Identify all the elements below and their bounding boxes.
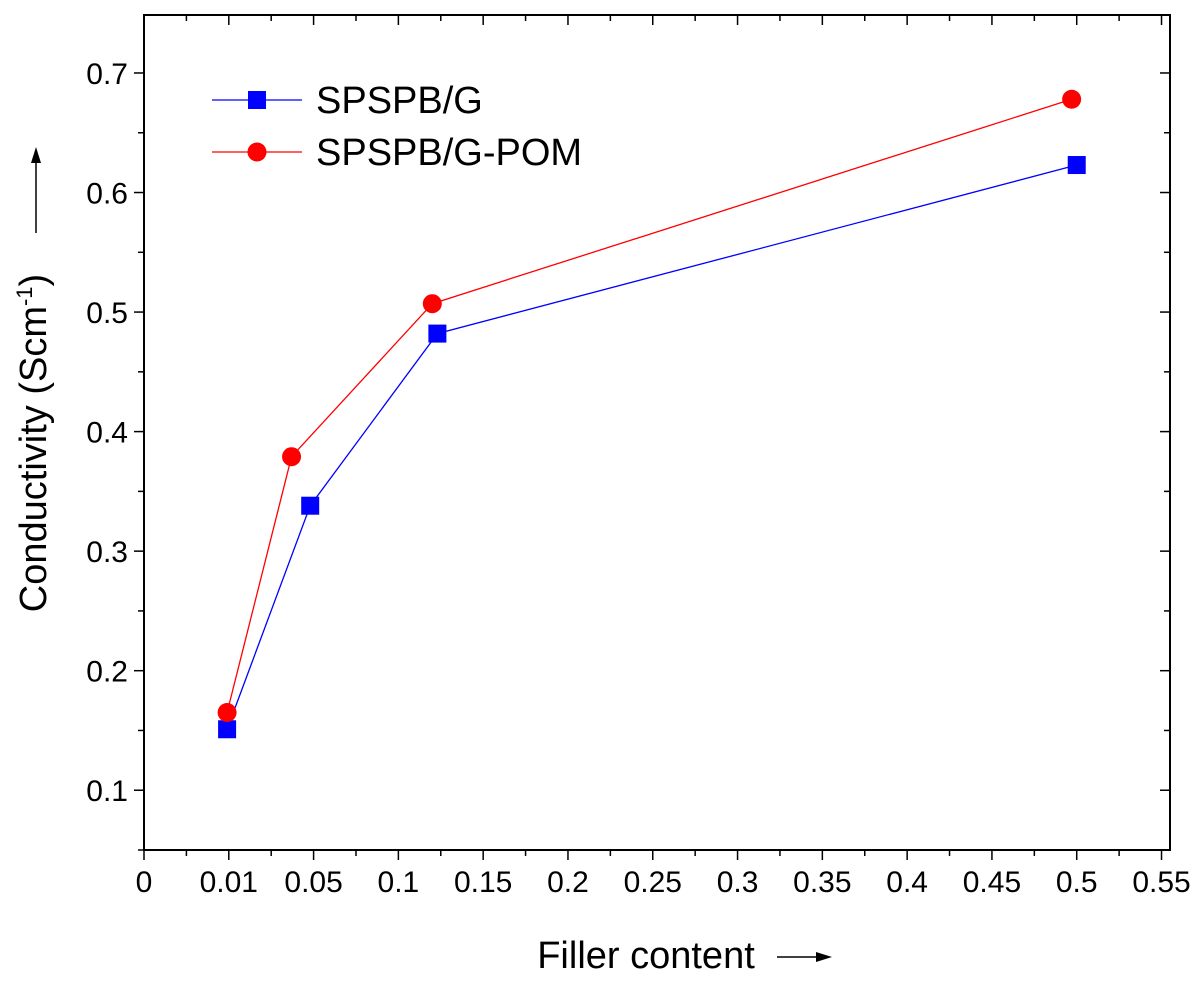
x-axis-arrow: [777, 952, 832, 962]
series-2: [217, 89, 1082, 723]
x-tick-label: 0: [136, 866, 153, 899]
y-axis-title: Conductivity (Scm-1): [12, 274, 55, 612]
data-point: [428, 324, 447, 343]
data-point: [282, 447, 302, 467]
x-tick-label: 0.05: [284, 866, 342, 899]
data-point: [422, 294, 442, 314]
data-point: [217, 703, 237, 723]
plot-frame: [143, 14, 1171, 851]
y-tick-label: 0.7: [86, 58, 128, 91]
y-tick-label: 0.3: [86, 536, 128, 569]
x-tick-label: 0.45: [963, 866, 1021, 899]
legend-label: SPSPB/G: [316, 80, 483, 122]
y-axis-arrow: [31, 147, 41, 233]
x-axis-title: Filler content: [537, 935, 755, 977]
x-tick-label: 0.3: [717, 866, 759, 899]
data-point: [1067, 156, 1086, 175]
series-1: [218, 156, 1086, 739]
data-point: [218, 720, 237, 739]
x-tick-label: 0.35: [793, 866, 851, 899]
x-tick-label: 0.4: [886, 866, 928, 899]
data-point: [1062, 89, 1082, 109]
series-line: [226, 98, 1072, 713]
y-tick-label: 0.6: [86, 178, 128, 211]
y-tick-label: 0.5: [86, 297, 128, 330]
x-tick-label: 0.5: [1056, 866, 1098, 899]
legend-marker: [247, 142, 267, 162]
x-tick-label: 0.15: [454, 866, 512, 899]
legend-marker: [248, 91, 266, 109]
x-tick-label: 0.2: [547, 866, 589, 899]
y-tick-label: 0.4: [86, 417, 128, 450]
x-tick-label: 0.1: [378, 866, 420, 899]
legend-label: SPSPB/G-POM: [316, 132, 582, 174]
x-tick-label: 0.25: [624, 866, 682, 899]
data-point: [301, 496, 320, 515]
x-tick-label: 0.01: [200, 866, 258, 899]
series-line: [226, 164, 1077, 730]
y-tick-label: 0.1: [86, 775, 128, 808]
y-tick-label: 0.2: [86, 656, 128, 689]
x-tick-label: 0.55: [1132, 866, 1190, 899]
legend: SPSPB/G SPSPB/G-POM: [212, 80, 582, 174]
